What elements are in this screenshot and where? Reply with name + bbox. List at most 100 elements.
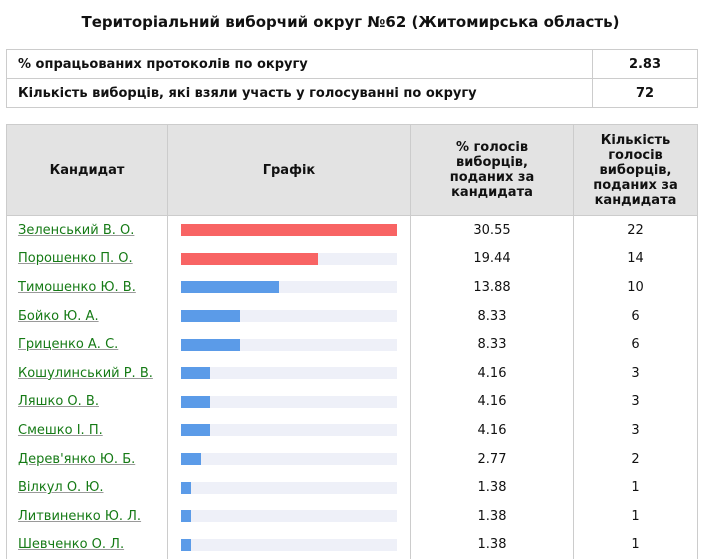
candidate-link[interactable]: Гриценко А. С. (18, 337, 119, 353)
percent-cell: 19.44 (410, 244, 574, 274)
bar-track (181, 338, 397, 351)
percent-cell: 8.33 (410, 301, 574, 331)
table-row: Смешко І. П. 4.16 3 (6, 416, 698, 445)
candidate-cell: Шевченко О. Л. (6, 530, 168, 560)
bar-fill (181, 538, 191, 551)
summary-value: 72 (592, 78, 698, 108)
table-row: Кошулинський Р. В. 4.16 3 (6, 358, 698, 388)
chart-cell (167, 330, 411, 359)
header-chart: Графік (167, 124, 411, 216)
chart-cell (167, 244, 411, 274)
table-row: Вілкул О. Ю. 1.38 1 (6, 473, 698, 502)
votes-cell: 22 (573, 215, 698, 245)
chart-cell (167, 387, 411, 417)
percent-cell: 1.38 (410, 530, 574, 560)
percent-cell: 2.77 (410, 444, 574, 474)
candidate-cell: Порошенко П. О. (6, 244, 168, 274)
bar-track (181, 310, 397, 323)
table-row: Зеленський В. О. 30.55 22 (6, 215, 698, 245)
summary-value: 2.83 (592, 49, 698, 79)
percent-cell: 8.33 (410, 330, 574, 359)
summary-row-processed: % опрацьованих протоколів по округу 2.83 (6, 49, 698, 79)
candidate-link[interactable]: Смешко І. П. (18, 422, 103, 438)
chart-cell (167, 501, 411, 531)
candidate-link[interactable]: Кошулинський Р. В. (18, 365, 153, 381)
chart-cell (167, 358, 411, 388)
results-body: Зеленський В. О. 30.55 22 Порошенко П. О. 19… (6, 215, 698, 560)
header-row: Кандидат Графік % голосів виборців, пода… (6, 124, 698, 216)
candidate-cell: Тимошенко Ю. В. (6, 273, 168, 302)
chart-cell (167, 530, 411, 560)
candidate-cell: Гриценко А. С. (6, 330, 168, 359)
bar-fill (181, 453, 201, 466)
summary-row-turnout: Кількість виборців, які взяли участь у г… (6, 78, 698, 108)
chart-cell (167, 301, 411, 331)
votes-cell: 1 (573, 530, 698, 560)
candidate-cell: Зеленський В. О. (6, 215, 168, 245)
summary-label: Кількість виборців, які взяли участь у г… (6, 78, 593, 108)
candidate-link[interactable]: Зеленський В. О. (18, 222, 135, 238)
percent-cell: 4.16 (410, 358, 574, 388)
candidate-link[interactable]: Бойко Ю. А. (18, 308, 99, 324)
candidate-link[interactable]: Литвиненко Ю. Л. (18, 508, 142, 524)
bar-fill (181, 338, 240, 351)
votes-cell: 10 (573, 273, 698, 302)
bar-fill (181, 252, 319, 265)
bar-fill (181, 510, 191, 523)
bar-fill (181, 424, 211, 437)
table-row: Дерев'янко Ю. Б. 2.77 2 (6, 444, 698, 474)
chart-cell (167, 273, 411, 302)
bar-fill (181, 310, 240, 323)
votes-cell: 3 (573, 358, 698, 388)
candidate-cell: Бойко Ю. А. (6, 301, 168, 331)
candidate-cell: Кошулинський Р. В. (6, 358, 168, 388)
bar-fill (181, 395, 211, 408)
candidate-cell: Ляшко О. В. (6, 387, 168, 417)
summary-label: % опрацьованих протоколів по округу (6, 49, 593, 79)
candidate-link[interactable]: Тимошенко Ю. В. (18, 279, 136, 295)
candidate-link[interactable]: Дерев'янко Ю. Б. (18, 451, 136, 467)
candidate-link[interactable]: Вілкул О. Ю. (18, 480, 104, 496)
bar-track (181, 224, 397, 237)
header-percent: % голосів виборців, поданих за кандидата (410, 124, 574, 216)
votes-cell: 6 (573, 330, 698, 359)
table-row: Бойко Ю. А. 8.33 6 (6, 301, 698, 331)
votes-cell: 2 (573, 444, 698, 474)
votes-cell: 14 (573, 244, 698, 274)
bar-track (181, 481, 397, 494)
candidate-link[interactable]: Ляшко О. В. (18, 394, 99, 410)
table-row: Гриценко А. С. 8.33 6 (6, 330, 698, 359)
candidate-cell: Смешко І. П. (6, 416, 168, 445)
percent-cell: 4.16 (410, 387, 574, 417)
table-row: Ляшко О. В. 4.16 3 (6, 387, 698, 417)
bar-track (181, 395, 397, 408)
bar-track (181, 510, 397, 523)
bar-fill (181, 224, 397, 237)
chart-cell (167, 473, 411, 502)
percent-cell: 1.38 (410, 473, 574, 502)
bar-track (181, 538, 397, 551)
chart-cell (167, 416, 411, 445)
votes-cell: 6 (573, 301, 698, 331)
header-votes: Кількість голосів виборців, поданих за к… (573, 124, 698, 216)
bar-fill (181, 367, 211, 380)
candidate-link[interactable]: Порошенко П. О. (18, 251, 133, 267)
votes-cell: 3 (573, 387, 698, 417)
bar-track (181, 252, 397, 265)
percent-cell: 1.38 (410, 501, 574, 531)
candidate-cell: Дерев'янко Ю. Б. (6, 444, 168, 474)
table-row: Шевченко О. Л. 1.38 1 (6, 530, 698, 560)
bar-track (181, 453, 397, 466)
table-row: Тимошенко Ю. В. 13.88 10 (6, 273, 698, 302)
candidate-link[interactable]: Шевченко О. Л. (18, 537, 125, 553)
page-title: Територіальний виборчий округ №62 (Житом… (81, 13, 620, 31)
percent-cell: 13.88 (410, 273, 574, 302)
percent-cell: 4.16 (410, 416, 574, 445)
header-candidate: Кандидат (6, 124, 168, 216)
bar-track (181, 367, 397, 380)
candidate-cell: Литвиненко Ю. Л. (6, 501, 168, 531)
votes-cell: 1 (573, 473, 698, 502)
bar-fill (181, 481, 191, 494)
summary-table: % опрацьованих протоколів по округу 2.83… (6, 49, 698, 108)
results-table: Кандидат Графік % голосів виборців, пода… (6, 124, 698, 560)
